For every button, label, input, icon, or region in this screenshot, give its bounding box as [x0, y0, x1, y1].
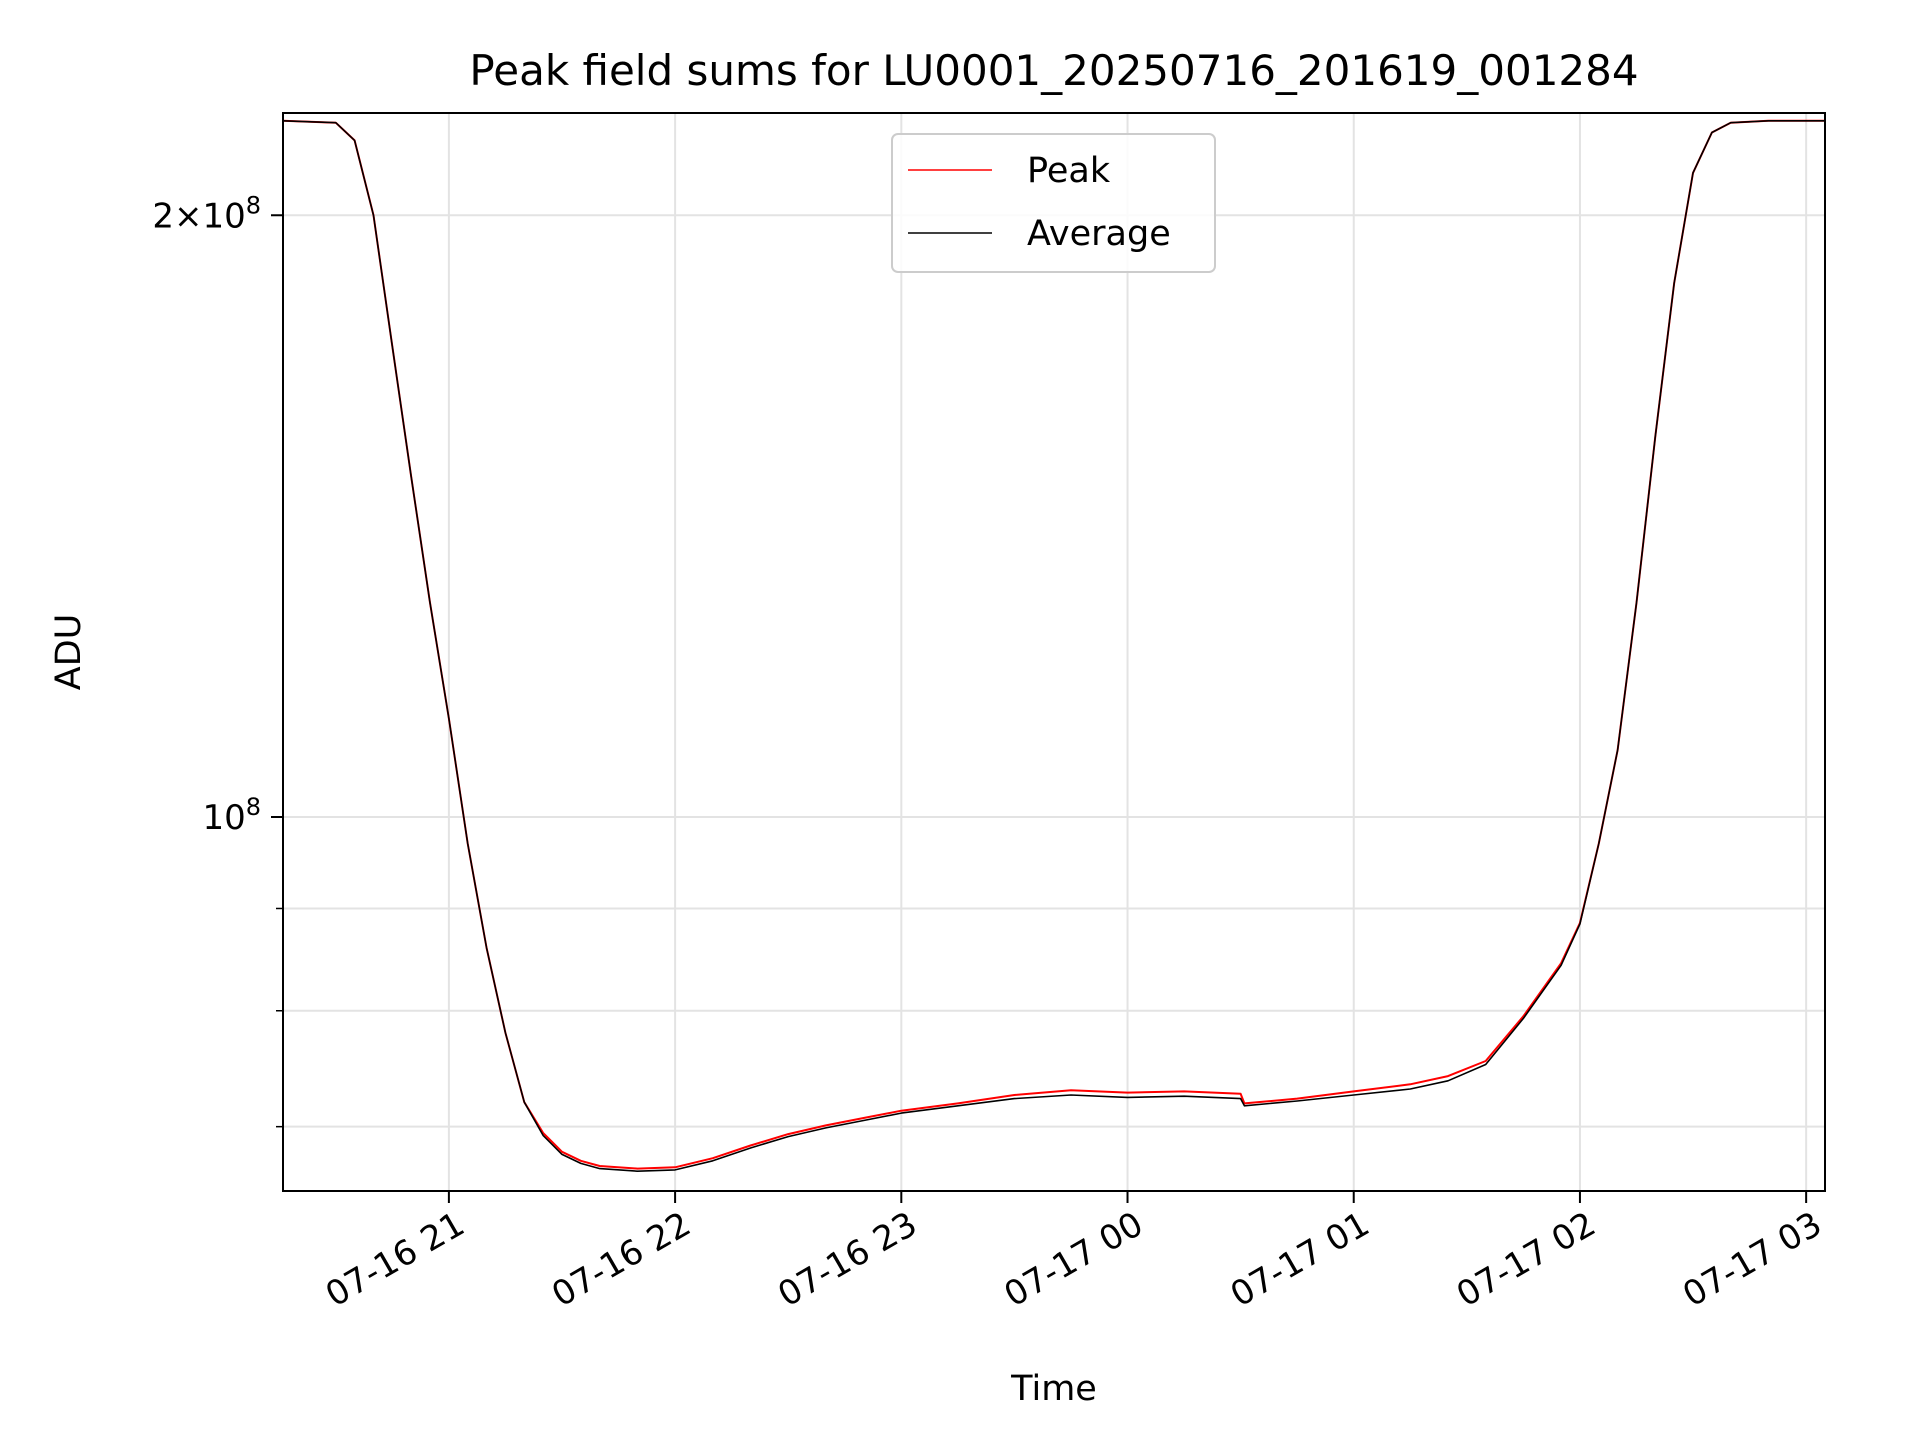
y-tick-times: ×: [174, 196, 203, 236]
y-tick-base: 10: [202, 196, 245, 236]
y-tick-base: 10: [202, 798, 245, 838]
legend-average-label: Average: [1027, 214, 1171, 254]
legend-peak-label: Peak: [1027, 151, 1111, 191]
x-axis-label: Time: [1010, 1369, 1097, 1409]
y-axis-label: ADU: [49, 614, 89, 691]
series-line-average: [283, 120, 1825, 1172]
grid: [283, 113, 1825, 1191]
series-layer: [283, 119, 1825, 1172]
legend: Peak Average: [891, 133, 1216, 273]
y-tick-label: 2×108: [152, 191, 261, 236]
chart-title: Peak field sums for LU0001_20250716_2016…: [469, 46, 1638, 95]
y-tick-exponent: 8: [246, 191, 261, 219]
y-tick-coef: 2: [152, 196, 174, 236]
y-tick-label: 108: [202, 793, 261, 838]
legend-box: [891, 133, 1216, 273]
plot-frame: [282, 112, 1826, 1192]
y-tick-exponent: 8: [246, 793, 261, 821]
